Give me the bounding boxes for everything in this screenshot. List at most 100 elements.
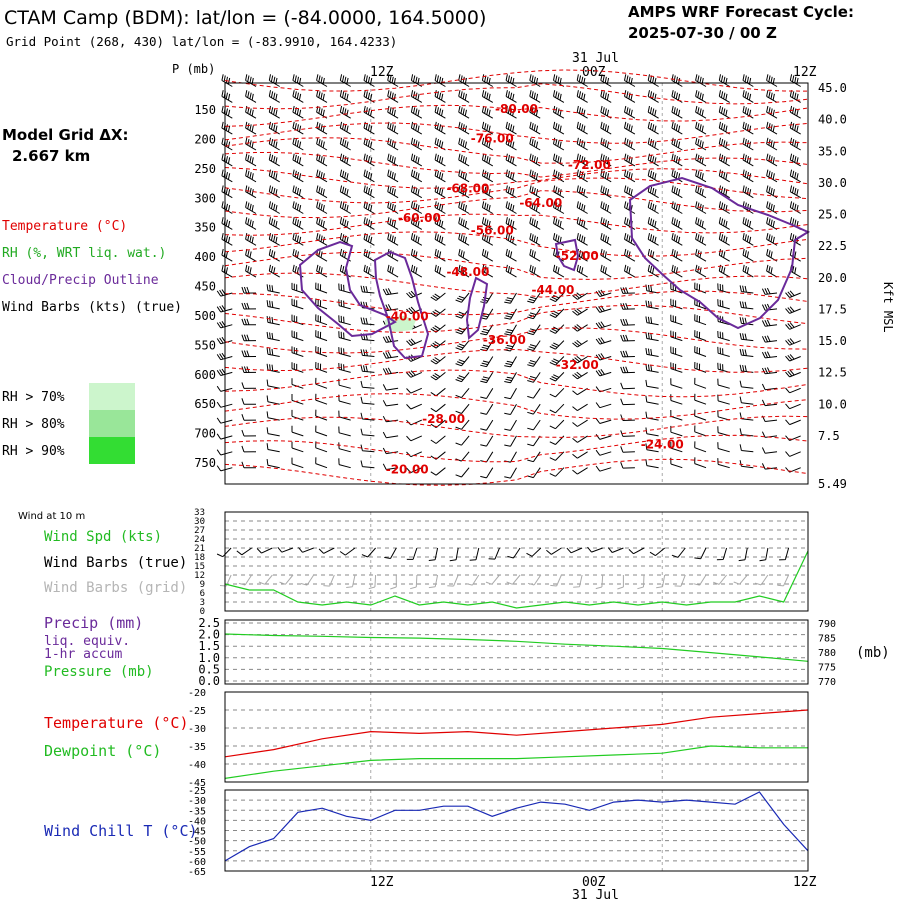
height-tick: 45.0 xyxy=(818,81,847,95)
wind-barb xyxy=(360,333,375,342)
wind-barb xyxy=(717,394,730,405)
wind-barb xyxy=(647,105,659,119)
wind-barb xyxy=(572,419,588,427)
height-tick: 15.0 xyxy=(818,334,847,348)
wind-barb xyxy=(504,324,517,336)
wind-barb xyxy=(600,185,612,199)
wind-barb xyxy=(742,201,754,214)
wind-barb xyxy=(481,201,494,214)
wind-barb xyxy=(481,121,494,135)
wind-barb xyxy=(410,74,423,87)
wind-barb xyxy=(789,153,801,167)
precip-tick: 0.5 xyxy=(198,662,220,676)
surface-barb-grid xyxy=(410,574,418,590)
wind-barb xyxy=(504,340,517,352)
wind-barb xyxy=(315,314,328,326)
wind-barb xyxy=(742,105,754,119)
surface-barb-grid xyxy=(777,574,790,587)
wind-barb xyxy=(766,137,778,151)
wind-barb xyxy=(430,372,446,381)
wind-barb xyxy=(430,292,446,301)
wind-barb xyxy=(761,367,778,375)
wind-barb xyxy=(739,380,754,389)
wind-barb xyxy=(717,299,730,310)
wind-barb xyxy=(406,387,422,394)
wind-barb xyxy=(363,105,375,119)
wind-barb xyxy=(671,264,683,278)
wind-barb xyxy=(338,410,351,421)
surface-barb-grid xyxy=(390,575,397,590)
wind-barb xyxy=(387,217,399,230)
wind-barb xyxy=(766,217,778,230)
wind-barb xyxy=(694,393,707,405)
wind-barb xyxy=(315,409,328,421)
temperature-tick: -45 xyxy=(188,778,206,789)
wind-barb xyxy=(549,387,565,398)
wind-barb xyxy=(529,121,541,135)
legend-wind-barbs-grid: Wind Barbs (grid) xyxy=(44,580,187,596)
isotherm-line xyxy=(224,369,809,398)
wind-barb xyxy=(382,351,399,359)
wind-barb xyxy=(717,362,730,373)
wind-barb xyxy=(529,105,541,119)
wind-barb xyxy=(434,74,446,87)
wind-barb xyxy=(410,185,423,199)
wind-barb xyxy=(576,233,588,246)
temperature-tick: -40 xyxy=(188,760,206,771)
wind-frame xyxy=(224,511,809,612)
wind-barb xyxy=(360,396,375,405)
wind-barb xyxy=(553,264,565,278)
wind-barb xyxy=(572,292,588,300)
surface-barb-grid xyxy=(300,574,315,586)
wind-barb xyxy=(434,185,446,199)
wind-barb xyxy=(624,169,636,183)
wind-barb xyxy=(266,347,280,357)
wind-barb xyxy=(766,153,778,167)
wind-barb xyxy=(785,338,801,346)
wind-barb xyxy=(241,429,257,437)
precip-tick: 0.0 xyxy=(198,674,220,688)
wind-barb xyxy=(572,355,588,364)
wind-barb xyxy=(382,463,399,470)
wind-barb xyxy=(595,449,612,456)
wind-barb xyxy=(504,451,517,463)
wind-tick: 27 xyxy=(194,526,205,536)
wind-barb xyxy=(739,444,754,453)
wind-barb xyxy=(458,217,470,230)
wind-barb xyxy=(455,387,470,399)
wind-barb xyxy=(480,388,494,399)
wind-barb xyxy=(430,387,446,397)
wind-barb xyxy=(505,169,517,183)
wind-barb xyxy=(549,403,565,414)
height-ticks: 45.0 40.0 35.0 30.0 25.0 22.5 20.0 17.5 15.0 12.5… xyxy=(818,81,847,491)
wind-barb xyxy=(505,264,517,278)
wind-barb xyxy=(504,292,517,304)
wind-barb xyxy=(624,248,636,262)
wind-barb xyxy=(504,308,517,320)
wind-barb xyxy=(504,388,517,400)
pressure-ticks: 150 200 250 300 350 400 450 500 550 600 650 700 750 xyxy=(194,103,216,470)
wind-barb xyxy=(241,318,257,326)
wind-barb xyxy=(316,217,328,230)
pressure-tick: 550 xyxy=(194,338,216,352)
temperature-tick: -30 xyxy=(188,724,206,735)
wind-barb xyxy=(291,378,304,389)
wind-barb xyxy=(527,340,541,351)
height-axis-title: Kft MSL xyxy=(881,282,895,333)
wind-barb xyxy=(670,457,683,469)
pressure-tick-right: 770 xyxy=(818,677,836,688)
pressure-unit-label: (mb) xyxy=(856,645,890,661)
wind-barb xyxy=(695,74,707,87)
wind-barb xyxy=(363,248,375,262)
wind-barb xyxy=(458,90,470,103)
wind-barb xyxy=(645,459,659,469)
wind-barb xyxy=(455,419,470,430)
wind-barb xyxy=(382,415,399,423)
wind-barb xyxy=(339,248,351,262)
wind-barb xyxy=(739,460,754,469)
wind-barb xyxy=(624,217,636,230)
surface-barb-true xyxy=(256,547,273,554)
wind-barb xyxy=(600,105,612,119)
pressure-tick: 500 xyxy=(194,309,216,323)
isotherm-line xyxy=(224,458,809,486)
